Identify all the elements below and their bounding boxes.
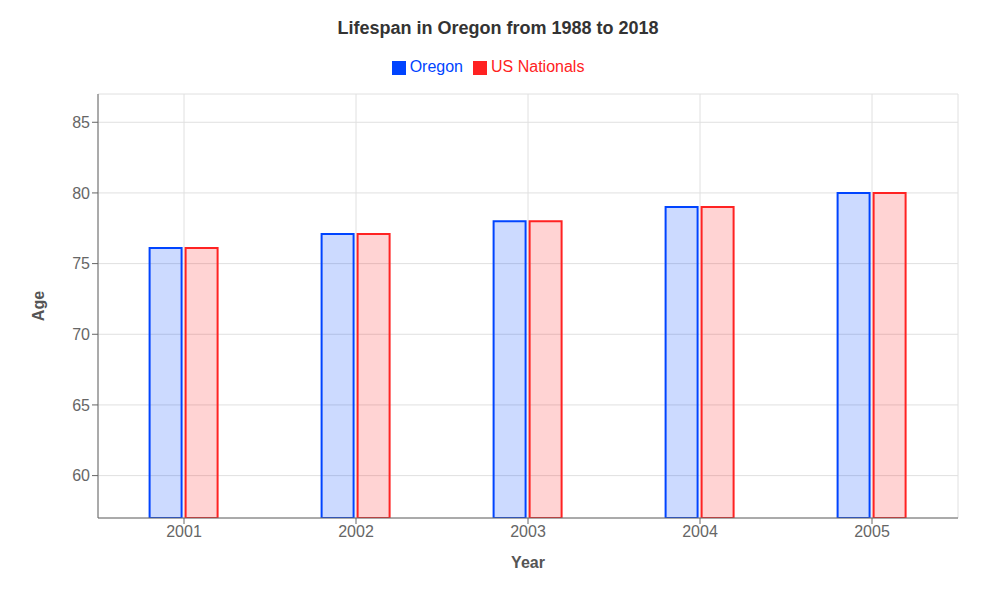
- svg-text:70: 70: [72, 326, 90, 343]
- html-text:Lifespan in Oregon from 1988 t: Lifespan in Oregon from 1988 to 2018: [337, 18, 659, 38]
- svg-text:Age: Age: [30, 291, 47, 321]
- svg-text:2005: 2005: [854, 523, 890, 540]
- svg-text:85: 85: [72, 114, 90, 131]
- html-text:US Nationals: US Nationals: [491, 58, 585, 75]
- svg-text:65: 65: [72, 397, 90, 414]
- svg-text:2002: 2002: [338, 523, 374, 540]
- svg-text:60: 60: [72, 467, 90, 484]
- html-text:Oregon: Oregon: [409, 58, 463, 75]
- svg-text:80: 80: [72, 185, 90, 202]
- svg-text:2003: 2003: [510, 523, 546, 540]
- svg-text:2001: 2001: [166, 523, 202, 540]
- svg-text:Year: Year: [511, 554, 545, 571]
- svg-text:75: 75: [72, 255, 90, 272]
- svg-text:2004: 2004: [682, 523, 718, 540]
